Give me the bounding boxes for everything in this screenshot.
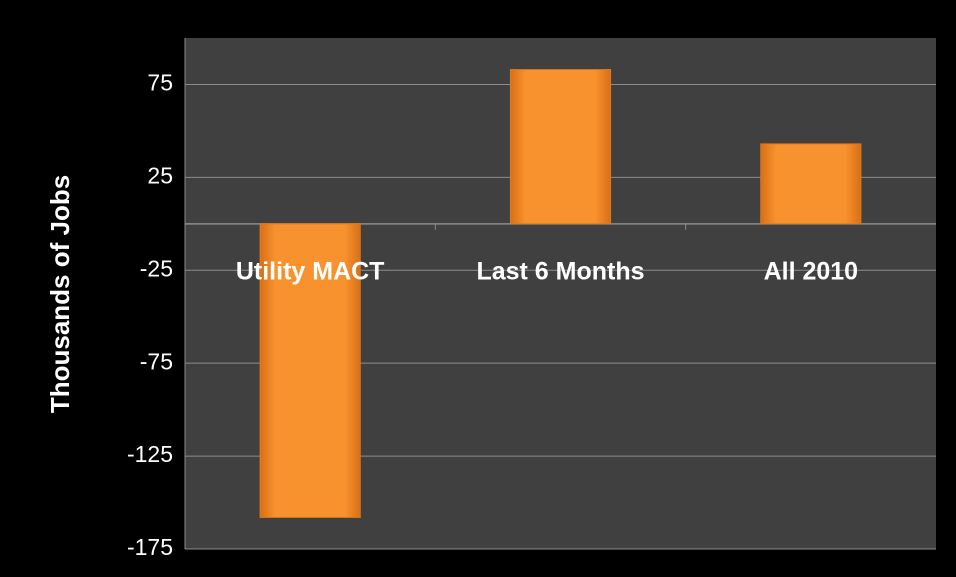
- y-tick-label: -75: [140, 348, 173, 374]
- x-tick-label: All 2010: [764, 257, 859, 285]
- y-tick-label: -175: [127, 534, 173, 560]
- bar: [760, 143, 862, 225]
- y-axis-label: Thousands of Jobs: [45, 175, 75, 413]
- bar: [509, 69, 612, 225]
- y-tick-label: 25: [147, 162, 173, 188]
- y-tick-label: -25: [140, 255, 173, 281]
- bar: [259, 223, 361, 518]
- y-tick-label: -125: [127, 441, 173, 467]
- y-tick-label: 75: [147, 70, 173, 96]
- x-tick-label: Utility MACT: [236, 257, 385, 285]
- x-tick-label: Last 6 Months: [476, 257, 644, 285]
